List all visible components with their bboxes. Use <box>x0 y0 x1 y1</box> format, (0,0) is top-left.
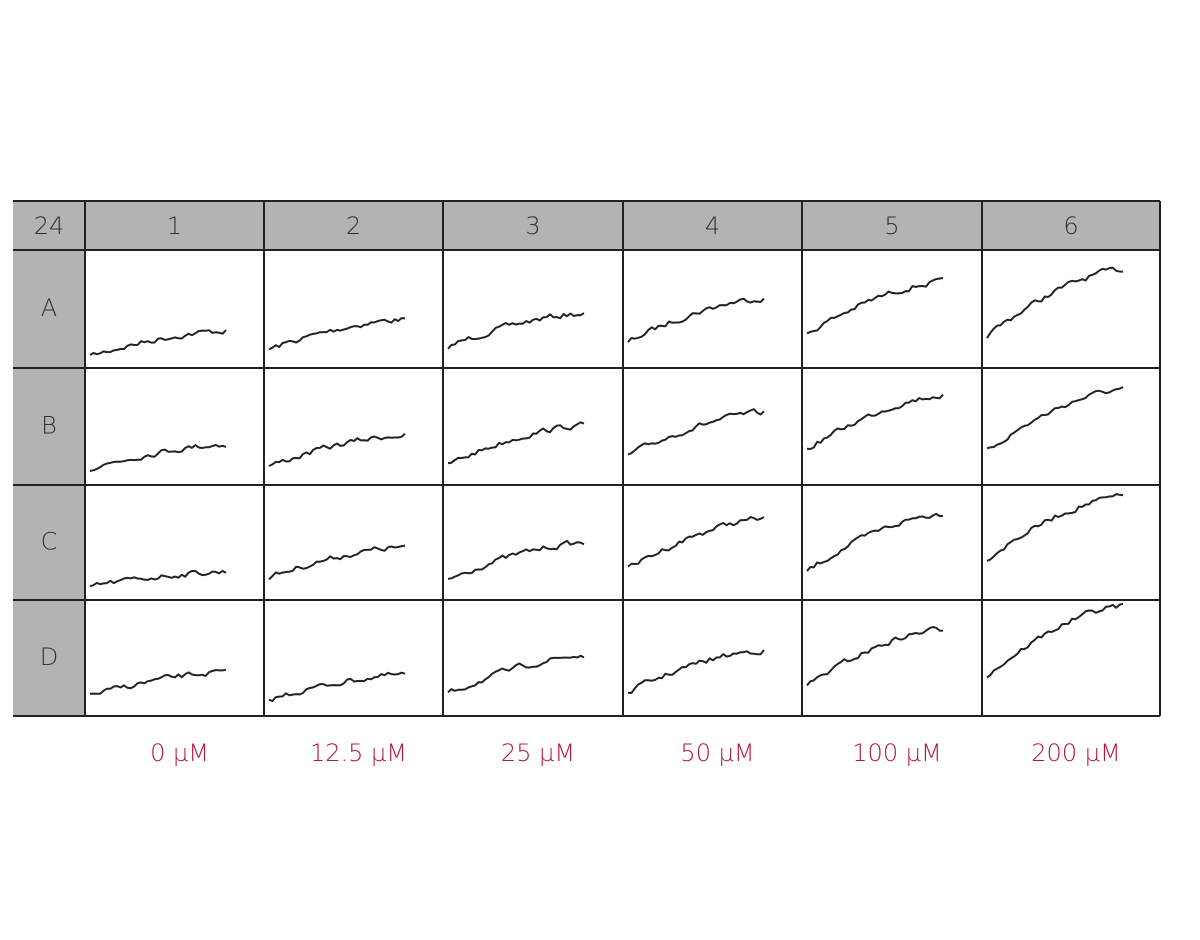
concentration-label: 12.5 µM <box>310 739 407 767</box>
well-trace <box>89 569 227 588</box>
well-trace <box>627 297 765 343</box>
well-trace <box>447 312 585 350</box>
well-trace <box>986 266 1124 339</box>
column-label: 1 <box>167 212 182 240</box>
well-trace <box>89 329 227 356</box>
well-trace <box>447 539 585 580</box>
grid <box>13 200 1161 717</box>
column-label: 5 <box>884 212 899 240</box>
well-trace <box>268 671 406 703</box>
column-label: 4 <box>705 212 720 240</box>
well-trace <box>89 668 227 695</box>
corner-label: 24 <box>34 212 65 240</box>
well-trace <box>268 544 406 581</box>
column-label: 2 <box>346 212 361 240</box>
well-trace <box>627 516 765 568</box>
wells <box>89 266 1124 703</box>
concentration-label: 100 µM <box>852 739 941 767</box>
column-label: 3 <box>525 212 540 240</box>
well-trace <box>447 421 585 465</box>
well-trace <box>986 602 1124 679</box>
well-trace <box>806 393 944 450</box>
concentration-label: 50 µM <box>680 739 754 767</box>
well-trace <box>268 433 406 467</box>
well-trace <box>268 317 406 351</box>
well-trace <box>627 649 765 694</box>
row-label: B <box>41 412 57 440</box>
concentration-label: 25 µM <box>501 739 575 767</box>
concentration-label: 200 µM <box>1031 739 1120 767</box>
well-trace <box>986 493 1124 562</box>
concentration-label: 0 µM <box>150 739 209 767</box>
row-label: A <box>41 294 57 322</box>
row-label: C <box>41 528 58 556</box>
well-trace <box>986 386 1124 450</box>
row-header-band <box>13 250 85 716</box>
well-trace <box>806 512 944 572</box>
well-trace <box>627 408 765 456</box>
well-trace <box>89 444 227 472</box>
well-trace <box>806 277 944 335</box>
well-trace <box>806 626 944 687</box>
row-label: D <box>40 643 58 671</box>
well-trace <box>447 654 585 693</box>
header-band <box>13 201 1160 250</box>
column-label: 6 <box>1063 212 1078 240</box>
